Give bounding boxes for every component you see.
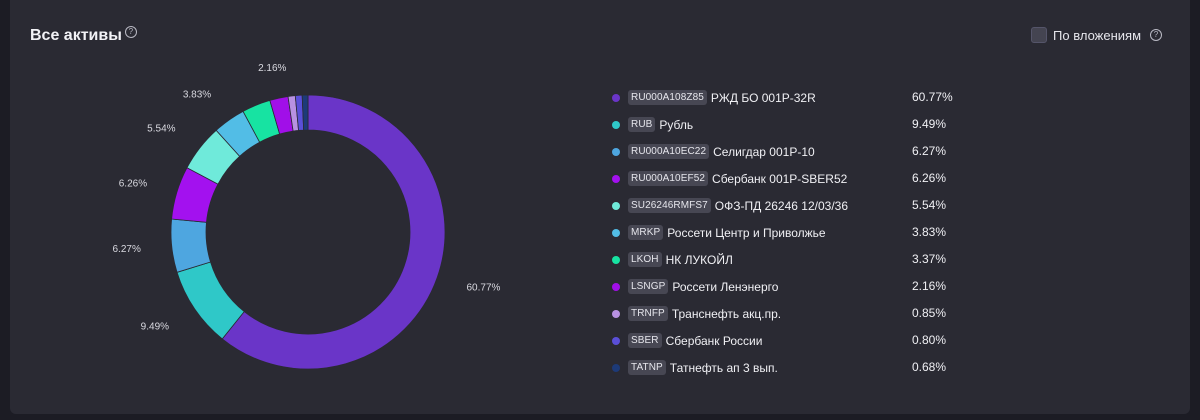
asset-name: Сбербанк 001Р-SBER52 [712, 171, 848, 186]
slice-label-rub: 9.49% [141, 321, 169, 332]
legend-item-lsngp[interactable]: LSNGP Россети Ленэнерго 2.16% [610, 273, 970, 300]
ticker-badge: SBER [628, 333, 662, 348]
legend-color-dot [612, 309, 620, 318]
ticker-badge: TRNFP [628, 306, 668, 321]
legend-item-ru000a10ec22[interactable]: RU000A10EC22 Селигдар 001Р-10 6.27% [610, 138, 970, 165]
legend-color-dot [612, 228, 620, 237]
legend-item-lkoh[interactable]: LKOH НК ЛУКОЙЛ 3.37% [610, 246, 970, 273]
legend-color-dot [612, 336, 620, 345]
legend-item-tatnp[interactable]: TATNP Татнефть ап 3 вып. 0.68% [610, 354, 970, 381]
legend-item-sber[interactable]: SBER Сбербанк России 0.80% [610, 327, 970, 354]
by-investment-toggle[interactable]: По вложениям ? [1031, 27, 1162, 43]
donut-slices [170, 94, 446, 370]
donut-slice-labels: 60.77% 9.49% 6.27% 6.26% 5.54% 3.83% 2.16% [113, 63, 501, 333]
asset-name: Татнефть ап 3 вып. [669, 360, 778, 375]
ticker-badge: RU000A108Z85 [628, 90, 707, 105]
asset-name: Рубль [659, 117, 694, 132]
asset-share-percent: 6.27% [912, 144, 947, 158]
legend-color-dot [612, 120, 620, 129]
asset-name: Россети Центр и Приволжье [667, 225, 826, 240]
panel-title: Все активы? [30, 26, 137, 45]
by-investment-checkbox[interactable] [1031, 27, 1048, 43]
legend-color-dot [612, 147, 620, 156]
ticker-badge: SU26246RMFS7 [628, 198, 711, 213]
all-assets-panel: Все активы? По вложениям ? 60.77% 9.49% 6.… [10, 0, 1190, 414]
legend-color-dot [612, 201, 620, 210]
ticker-badge: LSNGP [628, 279, 669, 294]
asset-share-percent: 60.77% [912, 90, 953, 104]
slice-label-lsngp: 2.16% [258, 63, 286, 74]
asset-share-percent: 5.54% [912, 198, 947, 212]
asset-share-percent: 0.80% [912, 333, 947, 347]
ticker-badge: MRKP [628, 225, 664, 240]
legend-item-mrkp[interactable]: MRKP Россети Центр и Приволжье 3.83% [610, 219, 970, 246]
allocation-donut-chart: 60.77% 9.49% 6.27% 6.26% 5.54% 3.83% 2.16% [113, 63, 501, 370]
asset-share-percent: 9.49% [912, 117, 947, 131]
slice-label-su26246rmfs7: 5.54% [147, 124, 175, 135]
slice-label-ru000a10ec22: 6.27% [113, 244, 141, 255]
asset-name: ОФЗ-ПД 26246 12/03/36 [714, 198, 848, 213]
slice-label-mrkp: 3.83% [183, 90, 211, 101]
asset-name: Селигдар 001Р-10 [713, 144, 815, 159]
ticker-badge: RU000A10EC22 [628, 144, 710, 159]
asset-name: РЖД БО 001Р-32R [710, 90, 816, 105]
asset-share-percent: 3.83% [912, 225, 947, 239]
asset-share-percent: 0.68% [912, 360, 947, 374]
asset-name: Транснефть акц.пр. [671, 306, 782, 321]
ticker-badge: LKOH [628, 252, 662, 267]
help-icon[interactable]: ? [124, 26, 137, 38]
legend-color-dot [612, 174, 620, 183]
asset-share-percent: 0.85% [912, 306, 947, 320]
asset-name: Сбербанк России [665, 333, 763, 348]
legend-item-su26246rmfs7[interactable]: SU26246RMFS7 ОФЗ-ПД 26246 12/03/36 5.54% [610, 192, 970, 219]
legend-color-dot [612, 93, 620, 102]
legend-item-ru000a108z85[interactable]: RU000A108Z85 РЖД БО 001Р-32R 60.77% [610, 84, 970, 111]
toggle-help-icon[interactable]: ? [1150, 28, 1162, 41]
slice-label-ru000a108z85: 60.77% [466, 283, 500, 294]
panel-title-text: Все активы [30, 27, 122, 44]
asset-name: НК ЛУКОЙЛ [665, 252, 733, 267]
ticker-badge: RUB [628, 117, 656, 132]
legend-item-rub[interactable]: RUB Рубль 9.49% [610, 111, 970, 138]
donut-slice-tatnp[interactable] [301, 94, 309, 131]
chart-legend: RU000A108Z85 РЖД БО 001Р-32R 60.77% RUB Рубл… [610, 84, 970, 381]
by-investment-label: По вложениям [1053, 27, 1141, 43]
donut-slice-ru000a108z85[interactable] [221, 94, 446, 370]
legend-color-dot [612, 255, 620, 264]
legend-item-trnfp[interactable]: TRNFP Транснефть акц.пр. 0.85% [610, 300, 970, 327]
slice-label-ru000a10ef52: 6.26% [119, 179, 147, 190]
legend-item-ru000a10ef52[interactable]: RU000A10EF52 Сбербанк 001Р-SBER52 6.26% [610, 165, 970, 192]
legend-color-dot [612, 282, 620, 291]
asset-share-percent: 2.16% [912, 279, 947, 293]
ticker-badge: TATNP [628, 360, 666, 375]
legend-color-dot [612, 363, 620, 372]
asset-share-percent: 3.37% [912, 252, 947, 266]
ticker-badge: RU000A10EF52 [628, 171, 709, 186]
asset-share-percent: 6.26% [912, 171, 947, 185]
asset-name: Россети Ленэнерго [672, 279, 779, 294]
